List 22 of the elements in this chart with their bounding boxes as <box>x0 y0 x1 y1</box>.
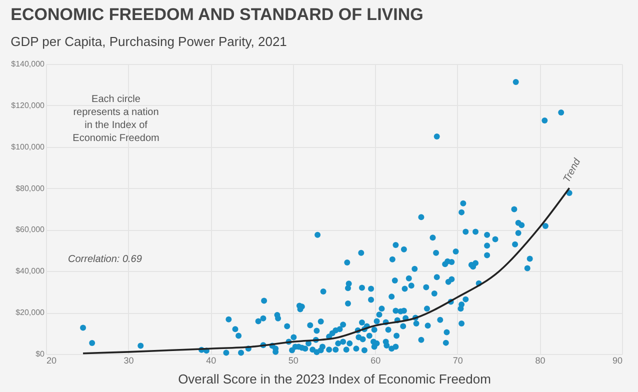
y-tick-label: $0 <box>36 350 46 358</box>
chart-title: ECONOMIC FREEDOM AND STANDARD OF LIVING <box>10 5 424 24</box>
x-tick-label: 90 <box>612 356 622 366</box>
x-tick-label: 50 <box>288 356 298 366</box>
x-axis-title: Overall Score in the 2023 Index of Economic Freedom <box>178 372 491 386</box>
x-tick-label: 70 <box>452 356 463 366</box>
y-tick-label: $80,000 <box>16 184 46 193</box>
x-tick-label: 40 <box>206 356 216 366</box>
chart-subtitle: GDP per Capita, Purchasing Power Parity, 2021 <box>10 34 287 49</box>
annotation: Trend <box>562 156 584 185</box>
annotation: Correlation: 0.69 <box>68 254 142 265</box>
y-tick-label: $40,000 <box>16 266 46 276</box>
y-tick-label: $120,000 <box>11 100 46 110</box>
y-tick-label: $60,000 <box>16 225 46 234</box>
x-tick-label: 60 <box>370 356 381 366</box>
x-tick-label: 80 <box>535 356 546 366</box>
x-tick-label: 20 <box>46 356 57 366</box>
annotation: Each circle represents a nation in the Index of Economic Freedom <box>72 94 160 144</box>
x-tick-label: 30 <box>124 356 134 366</box>
y-tick-label: $140,000 <box>11 60 46 68</box>
y-tick-label: $100,000 <box>11 142 46 152</box>
y-tick-label: $20,000 <box>16 308 46 318</box>
